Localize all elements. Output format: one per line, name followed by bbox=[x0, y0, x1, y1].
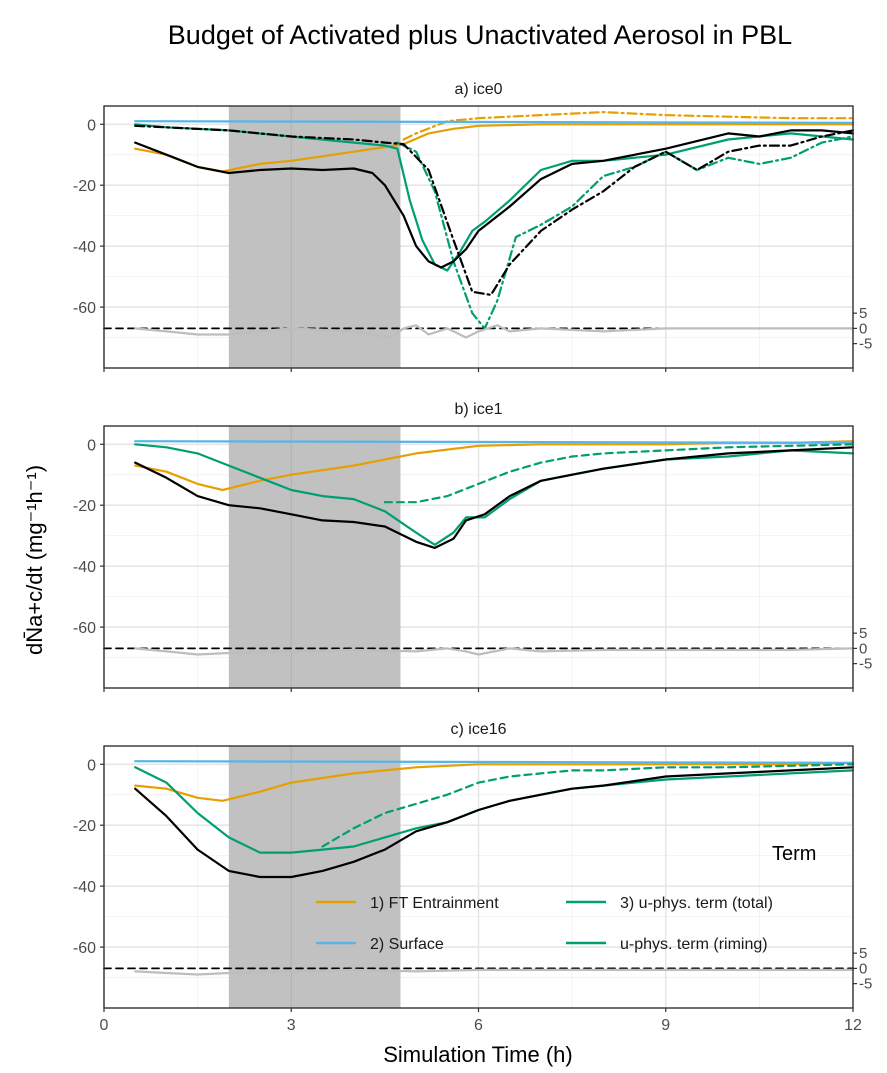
series-ft_dash bbox=[402, 110, 855, 141]
shaded-period bbox=[228, 426, 401, 688]
series-resid bbox=[134, 324, 855, 339]
y-tick-label: -40 bbox=[73, 879, 96, 896]
y-tick-label: 0 bbox=[87, 117, 96, 134]
right-tick-label: -5 bbox=[859, 976, 872, 993]
series-total bbox=[134, 129, 855, 269]
right-tick-label: 0 bbox=[859, 640, 867, 657]
series-resid bbox=[134, 647, 855, 656]
y-tick-label: -60 bbox=[73, 940, 96, 957]
right-tick-label: 0 bbox=[859, 960, 867, 977]
legend-title: Term bbox=[772, 843, 816, 865]
series-surf bbox=[134, 760, 855, 764]
right-tick-label: -5 bbox=[859, 336, 872, 353]
series-uphys_dash bbox=[383, 443, 855, 504]
series-ft bbox=[134, 761, 855, 802]
x-tick-label: 6 bbox=[474, 1017, 483, 1034]
x-axis-label: Simulation Time (h) bbox=[383, 1042, 573, 1067]
right-tick-label: 5 bbox=[859, 625, 867, 642]
series-total_dash bbox=[134, 124, 855, 296]
panel-title: c) ice16 bbox=[450, 721, 506, 738]
series-uphys bbox=[134, 766, 855, 854]
series-surf bbox=[134, 120, 855, 124]
right-tick-label: -5 bbox=[859, 656, 872, 673]
legend-label: 2) Surface bbox=[370, 936, 444, 953]
legend-label: u-phys. term (riming) bbox=[620, 936, 768, 953]
y-tick-label: -60 bbox=[73, 300, 96, 317]
x-tick-label: 3 bbox=[287, 1017, 296, 1034]
y-tick-label: -20 bbox=[73, 178, 96, 195]
x-tick-label: 12 bbox=[844, 1017, 862, 1034]
panel-title: b) ice1 bbox=[454, 401, 502, 418]
y-tick-label: -40 bbox=[73, 559, 96, 576]
y-tick-label: -60 bbox=[73, 620, 96, 637]
legend: Term 1) FT Entrainment 3) u-phys. term (t… bbox=[316, 843, 816, 953]
x-tick-label: 0 bbox=[100, 1017, 109, 1034]
y-tick-label: -40 bbox=[73, 239, 96, 256]
series-uphys_dash bbox=[321, 763, 855, 848]
right-tick-label: 0 bbox=[859, 320, 867, 337]
right-tick-label: 5 bbox=[859, 945, 867, 962]
series-total bbox=[134, 446, 855, 550]
y-tick-label: 0 bbox=[87, 437, 96, 454]
series-resid bbox=[134, 968, 855, 976]
series-uphys_dash bbox=[396, 135, 855, 330]
series-surf bbox=[134, 440, 855, 444]
x-tick-label: 9 bbox=[661, 1017, 670, 1034]
y-axis-label: dN̄a+c/dt (mg⁻¹h⁻¹) bbox=[22, 465, 47, 655]
y-tick-label: 0 bbox=[87, 757, 96, 774]
panel-title: a) ice0 bbox=[454, 81, 502, 98]
legend-label: 3) u-phys. term (total) bbox=[620, 895, 773, 912]
legend-label: 1) FT Entrainment bbox=[370, 895, 499, 912]
series-total bbox=[134, 766, 855, 879]
figure-title: Budget of Activated plus Unactivated Aer… bbox=[168, 20, 792, 50]
y-tick-label: -20 bbox=[73, 818, 96, 835]
right-tick-label: 5 bbox=[859, 305, 867, 322]
y-tick-label: -20 bbox=[73, 498, 96, 515]
